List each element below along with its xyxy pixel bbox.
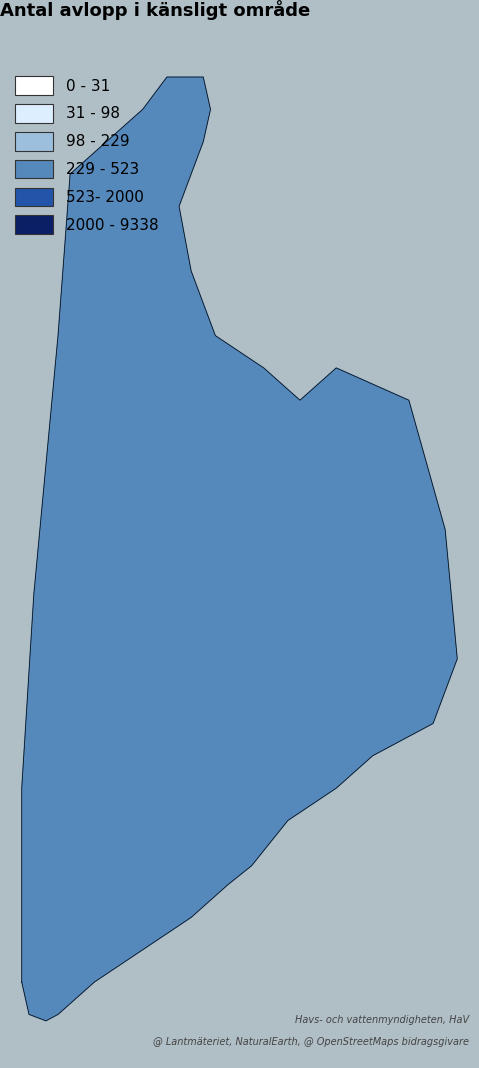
Polygon shape xyxy=(22,77,457,1021)
Legend: 0 - 31, 31 - 98, 98 - 229, 229 - 523, 523- 2000, 2000 - 9338: 0 - 31, 31 - 98, 98 - 229, 229 - 523, 52… xyxy=(8,68,166,241)
Text: @ Lantmäteriet, NaturalEarth, @ OpenStreetMaps bidragsgivare: @ Lantmäteriet, NaturalEarth, @ OpenStre… xyxy=(153,1037,469,1047)
Text: Havs- och vattenmyndigheten, HaV: Havs- och vattenmyndigheten, HaV xyxy=(295,1016,469,1025)
Text: Antal avlopp i känsligt område: Antal avlopp i känsligt område xyxy=(0,0,310,20)
